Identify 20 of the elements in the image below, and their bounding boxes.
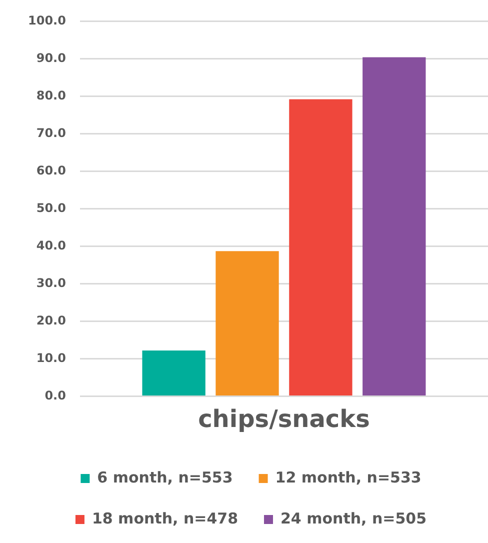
y-tick-label: 20.0 <box>36 313 66 328</box>
y-tick-label: 0.0 <box>44 388 66 402</box>
legend-label: 18 month, n=478 <box>92 509 238 528</box>
bar <box>142 350 206 396</box>
legend-label: 6 month, n=553 <box>97 468 233 486</box>
legend-label: 24 month, n=505 <box>280 509 427 528</box>
legend-label: 12 month, n=533 <box>275 468 422 486</box>
bar <box>216 251 279 396</box>
y-tick-label: 70.0 <box>36 126 66 140</box>
bar <box>289 99 352 396</box>
y-tick-label: 90.0 <box>36 50 66 65</box>
y-tick-label: 100.0 <box>28 13 66 28</box>
y-tick-label: 60.0 <box>36 163 66 178</box>
y-tick-label: 40.0 <box>36 238 66 252</box>
y-tick-label: 10.0 <box>36 350 66 365</box>
bar <box>362 57 426 396</box>
y-tick-label: 80.0 <box>36 88 66 102</box>
y-tick-label: 30.0 <box>36 276 66 290</box>
x-tick-label: chips/snacks <box>198 404 370 433</box>
y-tick-label: 50.0 <box>36 200 66 215</box>
